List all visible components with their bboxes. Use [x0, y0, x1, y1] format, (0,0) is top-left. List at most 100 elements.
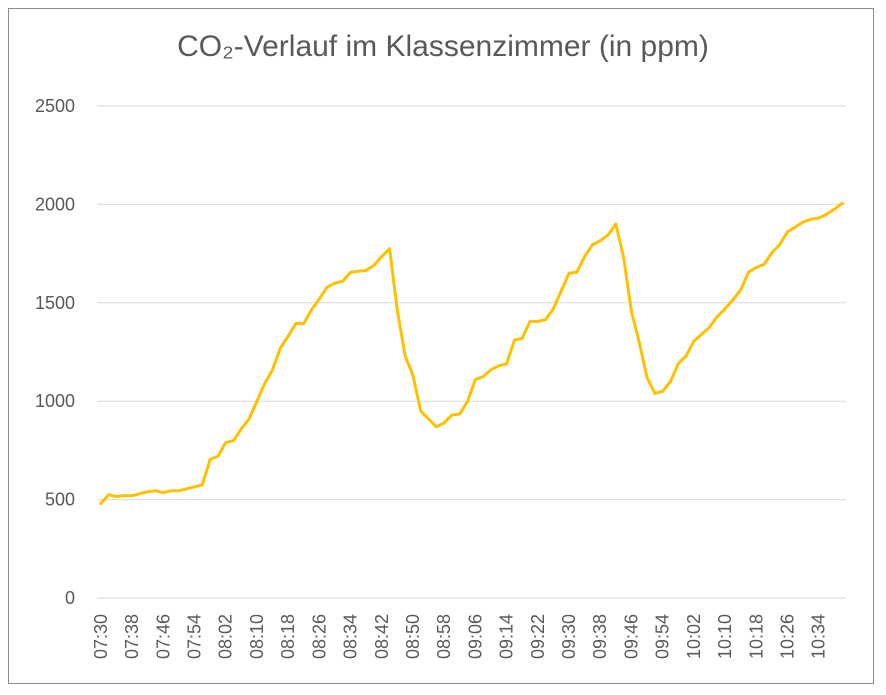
data-point — [715, 315, 719, 318]
data-point — [700, 332, 704, 336]
data-point — [286, 334, 290, 338]
data-point — [138, 492, 142, 496]
y-tick-label: 500 — [45, 490, 75, 510]
x-tick-label: 07:46 — [153, 614, 173, 659]
data-point — [208, 457, 212, 461]
data-point — [200, 483, 204, 487]
data-point — [317, 297, 321, 301]
data-point — [419, 409, 423, 413]
data-point — [598, 239, 602, 243]
data-point — [817, 216, 821, 220]
data-point — [661, 389, 665, 393]
chart-area — [8, 8, 874, 684]
data-point — [731, 298, 735, 302]
data-point — [825, 212, 828, 216]
x-tick-label: 08:42 — [372, 614, 392, 659]
data-point — [122, 494, 126, 498]
series-line-co2 — [99, 201, 844, 506]
data-point — [474, 378, 477, 381]
x-tick-label: 07:38 — [122, 614, 142, 659]
data-point — [567, 271, 571, 275]
data-point — [169, 489, 173, 493]
data-point — [154, 489, 157, 493]
data-point — [388, 247, 391, 251]
data-point — [520, 336, 524, 340]
x-tick-label: 08:58 — [434, 614, 454, 659]
data-point — [177, 489, 181, 493]
data-point — [450, 413, 454, 417]
data-point — [505, 362, 509, 366]
data-point — [216, 454, 220, 458]
data-point — [278, 346, 282, 350]
data-point — [232, 439, 235, 442]
data-point — [161, 491, 165, 495]
data-point — [637, 340, 641, 344]
data-point — [403, 354, 407, 358]
data-point — [622, 256, 626, 259]
data-point — [544, 318, 548, 321]
data-point — [427, 417, 430, 421]
data-point — [840, 202, 844, 205]
data-point — [302, 322, 306, 325]
data-point — [801, 220, 805, 224]
data-point — [583, 255, 587, 258]
data-point — [341, 279, 345, 283]
x-tick-label: 07:54 — [185, 614, 205, 659]
x-tick-label: 10:34 — [809, 614, 829, 659]
y-tick-label: 1500 — [35, 293, 75, 313]
data-point — [239, 427, 243, 431]
data-point — [708, 326, 711, 329]
y-tick-label: 1000 — [35, 391, 75, 411]
data-point — [466, 399, 469, 403]
data-point — [645, 376, 649, 379]
data-point — [786, 230, 789, 234]
data-point — [263, 382, 267, 385]
data-point — [271, 368, 274, 372]
data-point — [310, 308, 313, 312]
data-point — [676, 362, 680, 366]
x-tick-label: 09:14 — [497, 614, 517, 659]
data-point — [614, 222, 618, 226]
data-point — [497, 364, 501, 368]
data-point — [762, 263, 766, 266]
data-point — [193, 485, 196, 489]
data-point — [107, 493, 111, 497]
data-point — [591, 243, 594, 247]
data-point — [684, 354, 688, 358]
data-point — [411, 374, 415, 378]
x-tick-label: 10:26 — [777, 614, 797, 659]
data-point — [489, 368, 493, 372]
data-point — [552, 307, 555, 311]
data-point — [349, 270, 352, 274]
y-tick-label: 2500 — [35, 96, 75, 116]
x-tick-label: 09:06 — [465, 614, 485, 659]
data-point — [754, 265, 758, 269]
data-point — [739, 288, 743, 292]
data-point — [770, 251, 774, 255]
data-point — [185, 487, 189, 491]
x-tick-label: 08:50 — [403, 614, 423, 659]
data-point — [630, 310, 633, 314]
data-point — [146, 490, 150, 494]
x-tick-label: 10:18 — [746, 614, 766, 659]
x-tick-label: 09:30 — [559, 614, 579, 659]
data-point — [395, 309, 399, 313]
data-point — [442, 421, 446, 425]
x-tick-label: 08:34 — [341, 614, 361, 659]
data-point — [255, 399, 259, 403]
data-point — [372, 264, 376, 267]
data-point — [333, 281, 337, 285]
data-point — [809, 217, 813, 221]
x-tick-label: 10:10 — [715, 614, 735, 659]
data-point — [294, 322, 298, 325]
data-point — [528, 320, 532, 323]
data-point — [247, 417, 251, 421]
data-point — [747, 270, 750, 274]
x-tick-label: 09:54 — [653, 614, 673, 659]
data-point — [434, 425, 438, 429]
x-axis-tick-labels: 07:30 07:38 07:46 07:54 08:02 08:10 08:18 08:26… — [91, 614, 829, 659]
data-point — [692, 339, 696, 343]
data-point — [575, 270, 579, 274]
data-point — [224, 441, 228, 444]
data-point — [536, 320, 540, 323]
